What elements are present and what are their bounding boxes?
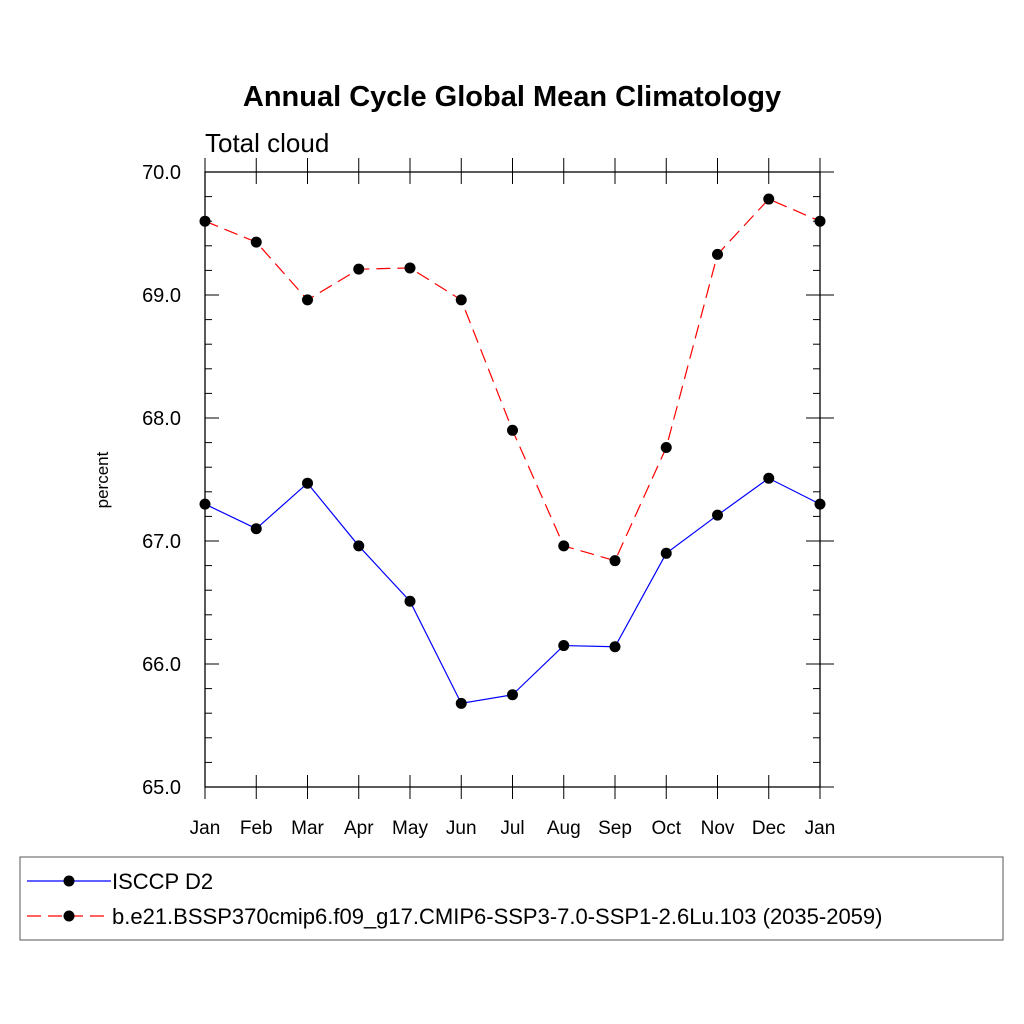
y-tick-label: 68.0	[142, 408, 181, 430]
data-point-1	[763, 472, 775, 484]
chart-subtitle: Total cloud	[205, 128, 329, 158]
data-point-1	[609, 641, 621, 653]
chart-title: Annual Cycle Global Mean Climatology	[243, 81, 781, 113]
data-point-1	[507, 689, 518, 701]
data-point-2	[404, 262, 416, 274]
data-point-2	[763, 193, 775, 205]
data-point-2	[455, 294, 467, 306]
series-line-1	[204, 477, 821, 705]
legend-frame	[19, 856, 1004, 941]
data-point-2	[712, 248, 723, 260]
y-tick-label: 67.0	[142, 531, 181, 553]
x-tick-label: Sep	[598, 818, 632, 839]
x-tick-label: Dec	[752, 818, 786, 839]
y-tick-label: 66.0	[142, 654, 181, 676]
data-point-2	[353, 263, 365, 275]
data-point-1	[558, 640, 570, 652]
legend-label-2: b.e21.BSSP370cmip6.f09_g17.CMIP6-SSP3-7.…	[112, 904, 882, 929]
legend: ISCCP D2 b.e21.BSSP370cmip6.f09_g17.CMIP6…	[19, 856, 1004, 941]
data-point-2	[660, 442, 672, 454]
x-tick-label: Feb	[240, 818, 273, 839]
data-point-1	[712, 509, 723, 521]
y-tick-label: 70.0	[142, 162, 181, 184]
data-point-1	[302, 477, 313, 489]
x-tick-label: Jan	[805, 818, 836, 839]
x-tick-label: Jun	[446, 818, 477, 839]
y-tick-label: 69.0	[142, 285, 181, 307]
y-tick-label: 65.0	[142, 777, 181, 799]
data-point-1	[353, 540, 365, 552]
legend-marker-1	[63, 875, 75, 887]
plot-area: Jan Feb Mar Apr May Jun Jul Aug Sep Oct Nov Dec Jan 6…	[142, 158, 835, 839]
x-tick-label: Aug	[547, 818, 581, 839]
data-point-2	[250, 236, 262, 248]
plot-frame	[204, 171, 821, 788]
x-tick-label: Jan	[190, 818, 221, 839]
legend-label-1: ISCCP D2	[112, 869, 213, 894]
legend-marker-2	[63, 910, 75, 922]
data-point-1	[455, 697, 467, 709]
x-tick-label: May	[392, 818, 428, 839]
data-point-1	[404, 595, 416, 607]
x-tick-label: Mar	[291, 818, 324, 839]
y-axis-label: percent	[93, 451, 112, 508]
x-tick-label: Oct	[651, 818, 681, 839]
x-tick-label: Apr	[344, 818, 374, 839]
x-tick-label: Jul	[500, 818, 524, 839]
data-point-2	[609, 555, 621, 567]
data-point-2	[558, 540, 570, 552]
data-point-2	[302, 294, 313, 306]
data-point-1	[250, 523, 262, 535]
data-point-2	[507, 424, 518, 436]
series-line-2	[204, 198, 821, 562]
data-point-1	[660, 547, 672, 559]
x-tick-label: Nov	[701, 818, 735, 839]
